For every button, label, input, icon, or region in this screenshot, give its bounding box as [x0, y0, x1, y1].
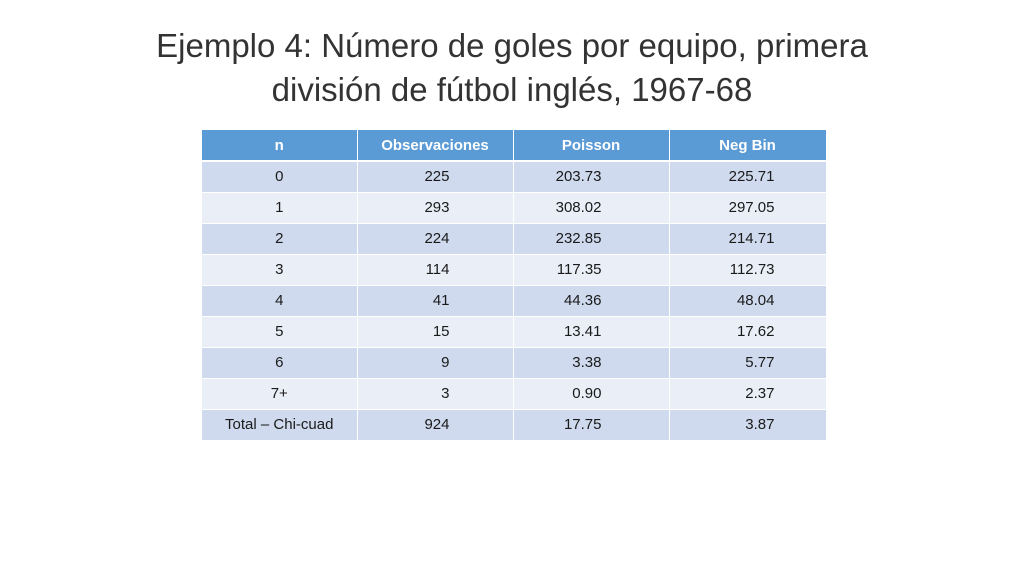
header-poisson: Poisson	[513, 130, 670, 162]
cell-observaciones: 3	[357, 378, 514, 410]
cell-poisson: 232.85	[513, 223, 670, 255]
cell-neg-bin: 112.73	[669, 254, 827, 286]
cell-observaciones: 293	[357, 192, 514, 224]
cell-neg-bin: 3.87	[669, 409, 827, 441]
cell-observaciones: 224	[357, 223, 514, 255]
table-row: 2 224 232.85 214.71	[202, 223, 827, 255]
table-row-total: Total – Chi-cuad 924 17.75 3.87	[202, 409, 827, 441]
cell-n: 5	[202, 316, 358, 348]
cell-observaciones: 41	[357, 285, 514, 317]
cell-neg-bin: 225.71	[669, 161, 827, 193]
table-row: 0 225 203.73 225.71	[202, 161, 827, 193]
cell-observaciones: 15	[357, 316, 514, 348]
cell-n: 1	[202, 192, 358, 224]
cell-poisson: 44.36	[513, 285, 670, 317]
cell-neg-bin: 17.62	[669, 316, 827, 348]
slide-title: Ejemplo 4: Número de goles por equipo, p…	[60, 24, 964, 112]
table-header-row: n Observaciones Poisson Neg Bin	[202, 130, 827, 162]
table-row: 3 114 117.35 112.73	[202, 254, 827, 286]
cell-neg-bin: 5.77	[669, 347, 827, 379]
header-n: n	[202, 130, 358, 162]
cell-n: Total – Chi-cuad	[202, 409, 358, 441]
slide-title-line-1: Ejemplo 4: Número de goles por equipo, p…	[156, 27, 868, 64]
cell-observaciones: 9	[357, 347, 514, 379]
slide-title-line-2: división de fútbol inglés, 1967-68	[271, 71, 753, 108]
table-row: 6 9 3.38 5.77	[202, 347, 827, 379]
cell-n: 3	[202, 254, 358, 286]
goals-table: n Observaciones Poisson Neg Bin 0 225 20…	[202, 130, 827, 441]
header-observaciones: Observaciones	[357, 130, 514, 162]
cell-n: 7+	[202, 378, 358, 410]
cell-neg-bin: 297.05	[669, 192, 827, 224]
table-row: 7+ 3 0.90 2.37	[202, 378, 827, 410]
cell-neg-bin: 48.04	[669, 285, 827, 317]
cell-poisson: 203.73	[513, 161, 670, 193]
cell-poisson: 13.41	[513, 316, 670, 348]
cell-poisson: 308.02	[513, 192, 670, 224]
cell-observaciones: 225	[357, 161, 514, 193]
cell-n: 6	[202, 347, 358, 379]
cell-neg-bin: 214.71	[669, 223, 827, 255]
cell-n: 2	[202, 223, 358, 255]
cell-n: 4	[202, 285, 358, 317]
table-row: 5 15 13.41 17.62	[202, 316, 827, 348]
cell-n: 0	[202, 161, 358, 193]
cell-poisson: 117.35	[513, 254, 670, 286]
cell-observaciones: 924	[357, 409, 514, 441]
cell-poisson: 0.90	[513, 378, 670, 410]
table-row: 4 41 44.36 48.04	[202, 285, 827, 317]
header-neg-bin: Neg Bin	[669, 130, 827, 162]
cell-neg-bin: 2.37	[669, 378, 827, 410]
cell-poisson: 17.75	[513, 409, 670, 441]
table-row: 1 293 308.02 297.05	[202, 192, 827, 224]
cell-poisson: 3.38	[513, 347, 670, 379]
cell-observaciones: 114	[357, 254, 514, 286]
